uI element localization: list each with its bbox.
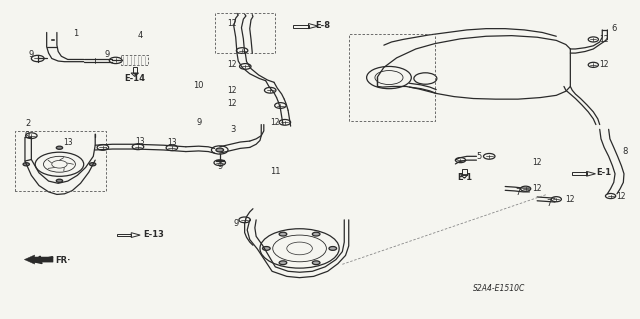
Text: 9: 9 <box>233 219 238 228</box>
Text: E-1: E-1 <box>596 168 612 177</box>
Text: 12: 12 <box>600 35 609 44</box>
Circle shape <box>312 261 320 265</box>
Circle shape <box>279 232 287 236</box>
Circle shape <box>216 148 223 152</box>
Bar <box>117 234 131 236</box>
Circle shape <box>262 247 270 250</box>
Text: 6: 6 <box>611 24 616 33</box>
Circle shape <box>312 232 320 236</box>
FancyArrow shape <box>24 255 53 264</box>
Text: 12: 12 <box>227 100 237 108</box>
Text: 12: 12 <box>227 60 237 69</box>
Circle shape <box>56 179 63 182</box>
Text: E-8: E-8 <box>316 21 331 30</box>
Bar <box>132 67 137 73</box>
Circle shape <box>23 163 29 166</box>
Bar <box>293 25 308 28</box>
Text: 9: 9 <box>196 118 202 128</box>
Text: 9: 9 <box>28 50 33 59</box>
Text: 9: 9 <box>105 50 110 59</box>
Text: 8: 8 <box>623 147 628 156</box>
Text: 10: 10 <box>193 81 204 90</box>
Text: S2A4-E1510C: S2A4-E1510C <box>472 284 525 293</box>
Text: 12: 12 <box>566 195 575 204</box>
Circle shape <box>279 261 287 265</box>
Text: 11: 11 <box>270 167 280 176</box>
Bar <box>572 172 586 175</box>
Text: 7: 7 <box>515 188 521 197</box>
Text: 13: 13 <box>167 137 177 146</box>
Circle shape <box>329 247 337 250</box>
Text: 13: 13 <box>63 138 72 147</box>
Circle shape <box>90 163 96 166</box>
Bar <box>462 169 467 174</box>
Text: 7: 7 <box>546 199 551 208</box>
Text: 4: 4 <box>138 31 143 40</box>
Text: FR·: FR· <box>56 256 71 265</box>
Text: 9: 9 <box>25 131 30 140</box>
Text: 2: 2 <box>25 119 30 129</box>
Text: 5: 5 <box>476 152 481 161</box>
Text: 12: 12 <box>227 86 237 95</box>
Text: 13: 13 <box>135 137 145 145</box>
Text: E-13: E-13 <box>143 230 164 239</box>
Circle shape <box>56 146 63 149</box>
Text: 1: 1 <box>74 29 79 38</box>
Text: 12: 12 <box>600 60 609 69</box>
Text: 3: 3 <box>230 125 235 134</box>
Text: 12: 12 <box>271 117 280 127</box>
Text: 12: 12 <box>227 19 237 28</box>
Text: 12: 12 <box>617 191 626 201</box>
Text: 12: 12 <box>532 158 542 167</box>
Text: 9: 9 <box>217 162 222 171</box>
Text: E-1: E-1 <box>457 173 472 182</box>
Text: E-14: E-14 <box>124 74 145 83</box>
Text: 12: 12 <box>532 184 542 193</box>
